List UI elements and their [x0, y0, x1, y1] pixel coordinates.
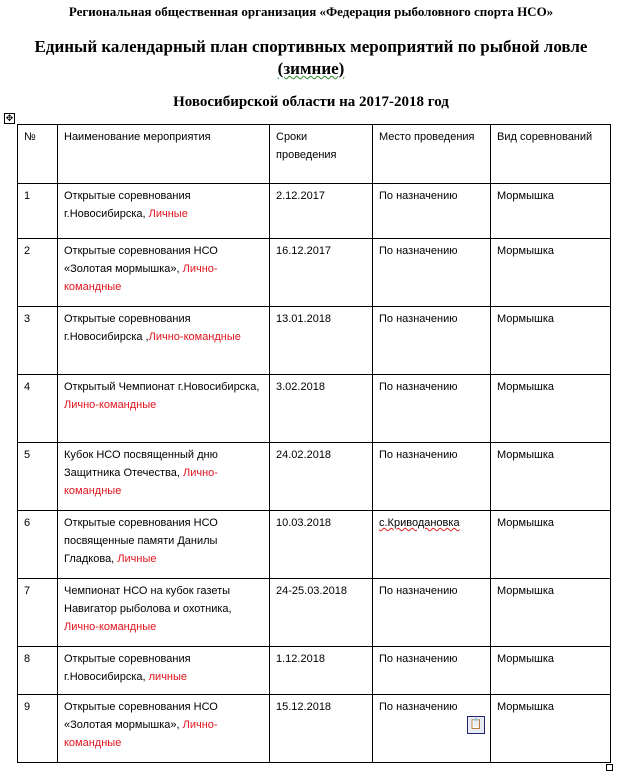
cell-kind: Мормышка	[490, 238, 611, 307]
cell-date: 16.12.2017	[269, 238, 373, 307]
table-row: 5 Кубок НСО посвященный дню Защитника От…	[17, 442, 611, 511]
event-name: Открытые соревнования г.Новосибирска,	[64, 190, 191, 220]
place-text: По назначению	[379, 381, 458, 393]
cell-kind: Мормышка	[490, 183, 611, 239]
cell-kind: Мормышка	[490, 374, 611, 443]
cell-name: Открытые соревнования г.Новосибирска, ли…	[57, 646, 270, 695]
cell-kind: Мормышка	[490, 306, 611, 375]
title-line-2: (зимние)	[277, 59, 345, 78]
table-row: 9 Открытые соревнования НСО «Золотая мор…	[17, 694, 611, 763]
table-row: 6 Открытые соревнования НСО посвященные …	[17, 510, 611, 579]
header-date: Сроки проведения	[269, 124, 373, 184]
cell-name: Открытые соревнования г.Новосибирска ,Ли…	[57, 306, 270, 375]
table-row: 4 Открытый Чемпионат г.Новосибирска, Лич…	[17, 374, 611, 443]
event-type: Лично-командные	[64, 719, 218, 749]
table-row: 8 Открытые соревнования г.Новосибирска, …	[17, 646, 611, 695]
cell-num: 6	[17, 510, 58, 579]
resize-handle-icon[interactable]	[606, 764, 613, 771]
event-type: Лично-командные	[64, 467, 218, 497]
title-line-1: Единый календарный план спортивных мероп…	[34, 37, 588, 56]
event-name: Открытые соревнования НСО «Золотая мормы…	[64, 245, 218, 275]
place-text: По назначению	[379, 313, 458, 325]
cell-num: 8	[17, 646, 58, 695]
cell-name: Кубок НСО посвященный дню Защитника Отеч…	[57, 442, 270, 511]
place-text: По назначению	[379, 585, 458, 597]
cell-num: 4	[17, 374, 58, 443]
move-handle-icon[interactable]: ✥	[4, 113, 15, 124]
event-name: Кубок НСО посвященный дню Защитника Отеч…	[64, 449, 218, 479]
place-text: По назначению	[379, 653, 458, 665]
event-type: Лично-командные	[64, 263, 218, 293]
cell-kind: Мормышка	[490, 442, 611, 511]
events-table: № Наименование мероприятия Сроки проведе…	[17, 124, 611, 763]
header-kind: Вид соревнований	[490, 124, 611, 184]
header-name: Наименование мероприятия	[57, 124, 270, 184]
event-name: Открытые соревнования г.Новосибирска ,	[64, 313, 191, 343]
cell-date: 10.03.2018	[269, 510, 373, 579]
cell-num: 9	[17, 694, 58, 763]
table-header-row: № Наименование мероприятия Сроки проведе…	[17, 124, 611, 184]
clipboard-icon[interactable]: 📋	[467, 716, 485, 734]
event-type: Личные	[117, 553, 157, 565]
cell-kind: Мормышка	[490, 510, 611, 579]
place-text: По назначению	[379, 449, 458, 461]
cell-name: Чемпионат НСО на кубок газеты Навигатор …	[57, 578, 270, 647]
table-row: 2 Открытые соревнования НСО «Золотая мор…	[17, 238, 611, 307]
cell-kind: Мормышка	[490, 578, 611, 647]
event-name: Чемпионат НСО на кубок газеты Навигатор …	[64, 585, 232, 615]
cell-place: По назначению	[372, 374, 491, 443]
cell-num: 7	[17, 578, 58, 647]
cell-kind: Мормышка	[490, 646, 611, 695]
event-type: Личные	[148, 208, 188, 220]
cell-date: 3.02.2018	[269, 374, 373, 443]
document-subtitle: Новосибирской области на 2017-2018 год	[173, 94, 449, 110]
cell-place: По назначению	[372, 238, 491, 307]
cell-date: 2.12.2017	[269, 183, 373, 239]
cell-place: По назначению	[372, 306, 491, 375]
cell-place: По назначению	[372, 183, 491, 239]
cell-name: Открытые соревнования НСО «Золотая мормы…	[57, 694, 270, 763]
place-text: По назначению	[379, 701, 458, 713]
event-type: Лично-командные	[64, 399, 157, 411]
event-type: личные	[148, 671, 188, 683]
event-name: Открытые соревнования НСО посвященные па…	[64, 517, 218, 565]
cell-date: 24.02.2018	[269, 442, 373, 511]
cell-num: 3	[17, 306, 58, 375]
document-title: Единый календарный план спортивных мероп…	[0, 36, 622, 80]
cell-num: 2	[17, 238, 58, 307]
cell-kind: Мормышка	[490, 694, 611, 763]
table-row: 7 Чемпионат НСО на кубок газеты Навигато…	[17, 578, 611, 647]
organization-heading: Региональная общественная организация «Ф…	[68, 4, 554, 19]
cell-date: 15.12.2018	[269, 694, 373, 763]
cell-date: 1.12.2018	[269, 646, 373, 695]
cell-place: По назначению	[372, 442, 491, 511]
place-text: По назначению	[379, 190, 458, 202]
cell-name: Открытые соревнования НСО посвященные па…	[57, 510, 270, 579]
event-name: Открытые соревнования НСО «Золотая мормы…	[64, 701, 218, 731]
cell-date: 24-25.03.2018	[269, 578, 373, 647]
header-num: №	[17, 124, 58, 184]
header-place: Место проведения	[372, 124, 491, 184]
place-text: с.Криводановка	[379, 517, 460, 529]
cell-place: По назначению	[372, 646, 491, 695]
cell-date: 13.01.2018	[269, 306, 373, 375]
cell-place: По назначению	[372, 578, 491, 647]
table-row: 1 Открытые соревнования г.Новосибирска, …	[17, 183, 611, 239]
event-type: Лично-командные	[148, 331, 241, 343]
cell-name: Открытые соревнования НСО «Золотая мормы…	[57, 238, 270, 307]
place-text: По назначению	[379, 245, 458, 257]
cell-num: 1	[17, 183, 58, 239]
event-name: Открытый Чемпионат г.Новосибирска,	[64, 381, 260, 393]
cell-name: Открытый Чемпионат г.Новосибирска, Лично…	[57, 374, 270, 443]
event-type: Лично-командные	[64, 621, 157, 633]
cell-place: с.Криводановка	[372, 510, 491, 579]
cell-num: 5	[17, 442, 58, 511]
event-name: Открытые соревнования г.Новосибирска,	[64, 653, 191, 683]
table-row: 3 Открытые соревнования г.Новосибирска ,…	[17, 306, 611, 375]
cell-name: Открытые соревнования г.Новосибирска, Ли…	[57, 183, 270, 239]
